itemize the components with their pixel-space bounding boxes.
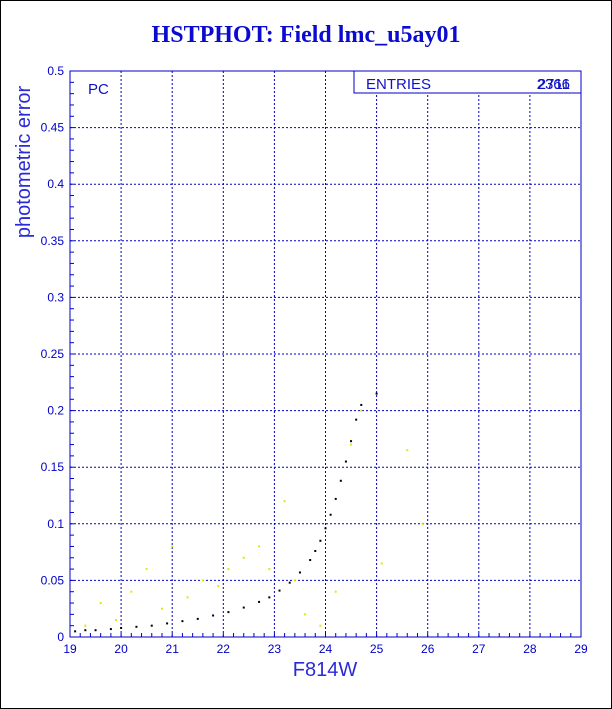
data-points (74, 392, 424, 633)
x-tick-label: 23 (268, 642, 282, 656)
data-point (171, 545, 174, 548)
x-tick-label: 29 (574, 642, 588, 656)
data-point (334, 590, 337, 593)
x-tick-label: 25 (370, 642, 384, 656)
data-point (227, 611, 230, 614)
y-axis-label: photometric error (13, 86, 35, 239)
x-tick-label: 22 (217, 642, 231, 656)
data-point (201, 579, 204, 582)
data-point (350, 443, 353, 446)
data-point (268, 568, 271, 571)
data-point (242, 556, 245, 559)
stats-box-value-2: 2711 (538, 76, 570, 93)
stats-box-label: ENTRIES (366, 76, 431, 93)
stats-box (353, 70, 582, 94)
data-point (355, 418, 358, 421)
data-point (84, 624, 87, 627)
data-point (339, 479, 342, 482)
data-point (293, 579, 296, 582)
data-point (360, 409, 363, 412)
x-tick-label: 19 (63, 642, 77, 656)
data-point (334, 497, 337, 500)
data-point (181, 620, 184, 623)
data-point (84, 629, 87, 632)
chart-title: HSTPHOT: Field lmc_u5ay01 (151, 22, 461, 48)
y-tick-label: 0.15 (41, 460, 65, 474)
data-point (360, 403, 363, 406)
data-point (406, 449, 409, 452)
data-point (242, 606, 245, 609)
data-point (288, 581, 291, 584)
data-point (120, 626, 123, 629)
data-point (350, 440, 353, 443)
y-tick-label: 0.25 (41, 347, 65, 361)
data-point (298, 571, 301, 574)
data-point (309, 559, 312, 562)
x-tick-label: 28 (523, 642, 537, 656)
data-point (375, 392, 378, 395)
data-point (217, 585, 220, 588)
data-point (283, 500, 286, 503)
data-point (130, 590, 133, 593)
x-tick-label: 27 (472, 642, 486, 656)
data-point (278, 589, 281, 592)
y-tick-label: 0.1 (47, 517, 64, 531)
data-point (324, 527, 327, 530)
panel-label: PC (88, 81, 109, 98)
x-tick-label: 26 (421, 642, 435, 656)
data-point (160, 607, 163, 610)
data-point (196, 617, 199, 620)
x-tick-label: 20 (114, 642, 128, 656)
stats-box-value-1: 2366 (537, 76, 570, 93)
data-point (94, 629, 97, 632)
data-point (135, 625, 138, 628)
data-point (344, 460, 347, 463)
y-tick-label: 0.3 (47, 290, 64, 304)
data-point (109, 628, 112, 631)
y-tick-label: 0.35 (41, 234, 65, 248)
x-axis-label: F814W (293, 659, 358, 681)
x-tick-label: 24 (319, 642, 333, 656)
data-point (212, 614, 215, 617)
data-point (99, 602, 102, 605)
x-tick-label: 21 (166, 642, 180, 656)
data-point (304, 613, 307, 616)
grid (70, 71, 581, 637)
data-point (258, 545, 261, 548)
data-point (380, 562, 383, 565)
data-point (114, 619, 117, 622)
data-point (421, 522, 424, 525)
data-point (258, 600, 261, 603)
y-tick-label: 0 (57, 630, 64, 644)
data-point (329, 513, 332, 516)
data-point (166, 622, 169, 625)
data-point (314, 549, 317, 552)
y-tick-label: 0.45 (41, 121, 65, 135)
data-point (319, 539, 322, 542)
data-point (150, 624, 153, 627)
y-tick-label: 0.2 (47, 404, 64, 418)
data-point (74, 630, 77, 633)
y-tick-label: 0.5 (47, 64, 64, 78)
ticks: 19 20 21 22 23 24 25 26 27 28 29 0 0.05 0.1 0.15 0.2 0.2… (41, 64, 588, 656)
data-point (319, 624, 322, 627)
data-point (227, 568, 230, 571)
data-point (186, 596, 189, 599)
data-point (145, 568, 148, 571)
y-tick-label: 0.4 (47, 177, 64, 191)
data-point (268, 596, 271, 599)
y-tick-label: 0.05 (41, 573, 65, 587)
